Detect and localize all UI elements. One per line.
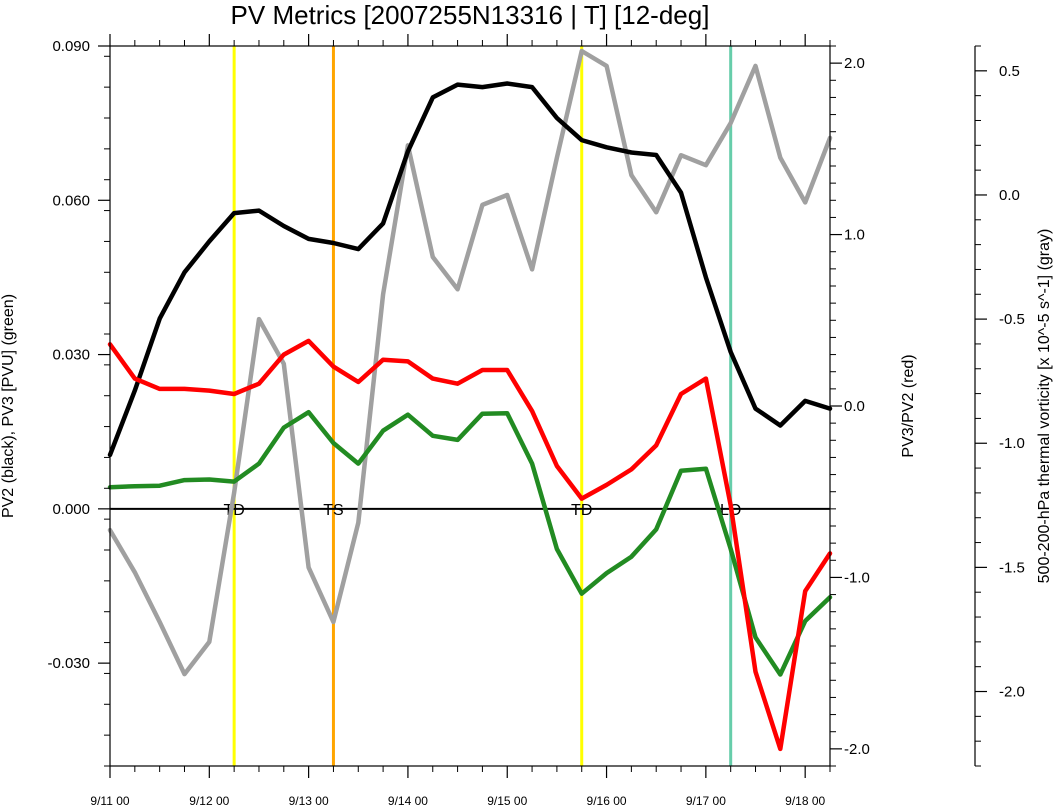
right-axis-label: PV3/PV2 (red) (900, 354, 917, 457)
x-tick-label: 9/17 00 (686, 794, 726, 805)
green-series-line (107, 409, 833, 677)
red-series-line (107, 338, 833, 752)
right-axis: 2.0 1.0 0.0 -1.0 -2.0 (830, 45, 870, 767)
stage-marker-label: TD (571, 502, 592, 519)
x-tick-label: 9/13 00 (289, 794, 329, 805)
x-tick-label: 9/14 00 (388, 794, 428, 805)
far-tick-label: -0.5 (999, 311, 1025, 328)
right-tick-label: 2.0 (844, 55, 865, 72)
stage-marker-label: TS (323, 502, 343, 519)
left-axis-label: PV2 (black), PV3 [PVU] (green) (0, 294, 17, 518)
far-tick-label: -2.0 (999, 684, 1025, 701)
x-axis: 9/11 00 9/12 00 9/13 00 9/14 00 9/15 00 9/16 … (90, 34, 831, 805)
stage-markers: TD TS TD LO (223, 46, 741, 766)
left-tick-label: 0.090 (52, 38, 90, 55)
far-tick-label: 0.5 (999, 63, 1020, 80)
far-tick-label: 0.0 (999, 187, 1020, 204)
x-tick-label: 9/12 00 (189, 794, 229, 805)
right-tick-label: 1.0 (844, 227, 865, 244)
x-tick-label: 9/16 00 (587, 794, 627, 805)
left-tick-label: 0.030 (52, 347, 90, 364)
gray-series-line (107, 48, 833, 677)
x-tick-label: 9/18 00 (785, 794, 825, 805)
far-tick-label: -1.0 (999, 435, 1025, 452)
right-tick-label: 0.0 (844, 398, 865, 415)
black-series-line (107, 81, 833, 458)
left-tick-label: -0.030 (47, 655, 90, 672)
plot-frame (109, 45, 831, 767)
far-right-axis-label: 500-200-hPa thermal vorticity [x 10^-5 s… (1036, 229, 1053, 584)
x-tick-label: 9/15 00 (487, 794, 527, 805)
left-tick-label: 0.000 (52, 501, 90, 518)
series-lines (107, 48, 833, 752)
far-tick-label: -1.5 (999, 559, 1025, 576)
left-axis: 0.090 0.060 0.030 0.000 -0.030 (47, 38, 110, 767)
right-tick-label: -1.0 (844, 569, 870, 586)
chart-title: PV Metrics [2007255N13316 | T] [12-deg] (231, 0, 710, 30)
x-tick-label: 9/11 00 (90, 794, 129, 805)
left-tick-label: 0.060 (52, 192, 90, 209)
right-tick-label: -2.0 (844, 741, 870, 758)
far-right-axis: 0.5 0.0 -0.5 -1.0 -1.5 -2.0 (974, 45, 1025, 767)
